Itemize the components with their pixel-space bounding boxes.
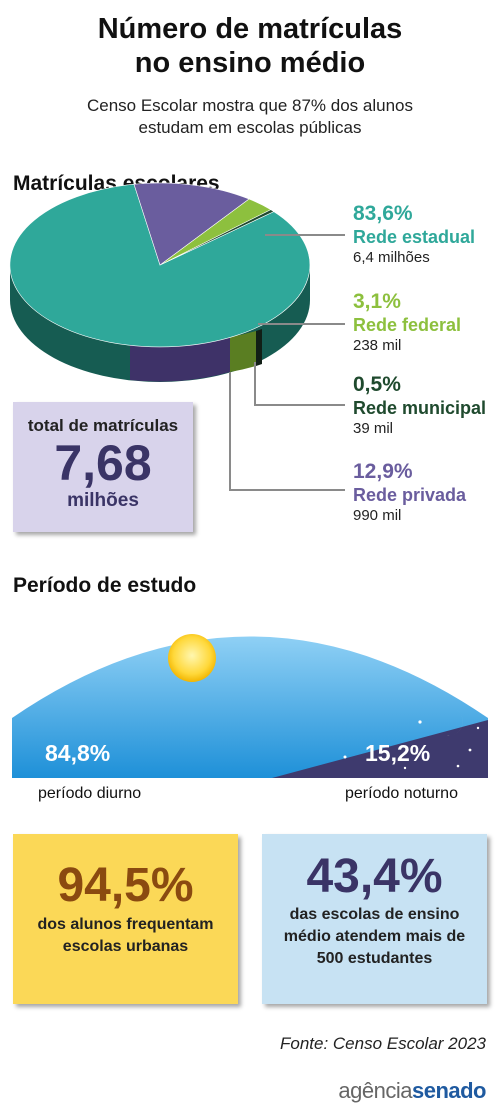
pie-slice-privada [133, 182, 250, 266]
pie-side-municipal [256, 329, 262, 366]
label-privada: 12,9% Rede privada 990 mil [353, 460, 466, 525]
pct-municipal: 0,5% [353, 373, 401, 396]
title-line-2: no ensino médio [134, 47, 366, 79]
pct-noturno: 15,2% [365, 740, 431, 766]
subtitle-line-2: estudam em escolas públicas [138, 118, 362, 137]
agencia-senado-logo: agênciasenado [338, 1078, 486, 1104]
pie-side-federal [230, 331, 256, 372]
period-section-title: Período de estudo [13, 574, 197, 597]
name-estadual: Rede estadual [353, 227, 476, 247]
stars-icon [343, 720, 480, 770]
pie-side-privada [130, 337, 230, 382]
total-label: total de matrículas [27, 416, 179, 435]
urban-stat-box: 94,5% dos alunos frequentam escolas urba… [13, 834, 238, 1004]
subtitle-line-1: Censo Escolar mostra que 87% dos alunos [86, 96, 413, 115]
large-stat-line-2: médio atendem mais de [283, 928, 466, 945]
count-privada: 990 mil [353, 507, 402, 524]
count-estadual: 6,4 milhões [353, 249, 430, 266]
period-graphic [12, 634, 488, 778]
source-note: Fonte: Censo Escolar 2023 [279, 1034, 486, 1053]
name-municipal: Rede municipal [353, 398, 487, 418]
logo-part-2: senado [411, 1078, 487, 1103]
name-privada: Rede privada [353, 485, 467, 505]
label-municipal: 0,5% Rede municipal 39 mil [353, 373, 486, 438]
night-sky [272, 720, 488, 778]
leader-lines [229, 234, 345, 491]
subtitle: Censo Escolar mostra que 87% dos alunos … [0, 95, 500, 139]
name-federal: Rede federal [353, 315, 462, 335]
pie-chart [9, 182, 311, 382]
count-federal: 238 mil [353, 337, 402, 354]
label-federal: 3,1% Rede federal 238 mil [353, 290, 461, 355]
large-stat-line-3: 500 estudantes [316, 950, 433, 967]
large-stat-value: 43,4% [306, 850, 443, 903]
total-value: 7,68 [54, 435, 152, 491]
label-noturno: período noturno [345, 785, 458, 802]
large-schools-stat-box: 43,4% das escolas de ensino médio atende… [262, 834, 487, 1004]
count-municipal: 39 mil [353, 420, 394, 437]
urban-stat-value: 94,5% [57, 859, 194, 912]
pct-estadual: 83,6% [353, 202, 413, 225]
urban-stat-line-1: dos alunos frequentam [37, 916, 214, 933]
pct-privada: 12,9% [353, 460, 413, 483]
day-sky [12, 636, 488, 778]
page-title: Número de matrículas no ensino médio [0, 12, 500, 80]
total-box: total de matrículas 7,68 milhões [13, 402, 193, 532]
logo-part-1: agência [338, 1078, 412, 1103]
leader-municipal [254, 362, 345, 406]
title-line-1: Número de matrículas [97, 13, 403, 45]
large-stat-line-1: das escolas de ensino [289, 906, 460, 923]
pct-diurno: 84,8% [45, 740, 111, 766]
pie-slice-estadual [9, 183, 311, 348]
pct-federal: 3,1% [353, 290, 401, 313]
total-unit: milhões [67, 490, 139, 511]
leader-privada [229, 372, 345, 491]
label-estadual: 83,6% Rede estadual 6,4 milhões [353, 202, 475, 267]
pie-top [9, 182, 311, 348]
label-diurno: período diurno [38, 785, 142, 802]
urban-stat-line-2: escolas urbanas [62, 938, 189, 955]
sun-icon [168, 634, 216, 682]
